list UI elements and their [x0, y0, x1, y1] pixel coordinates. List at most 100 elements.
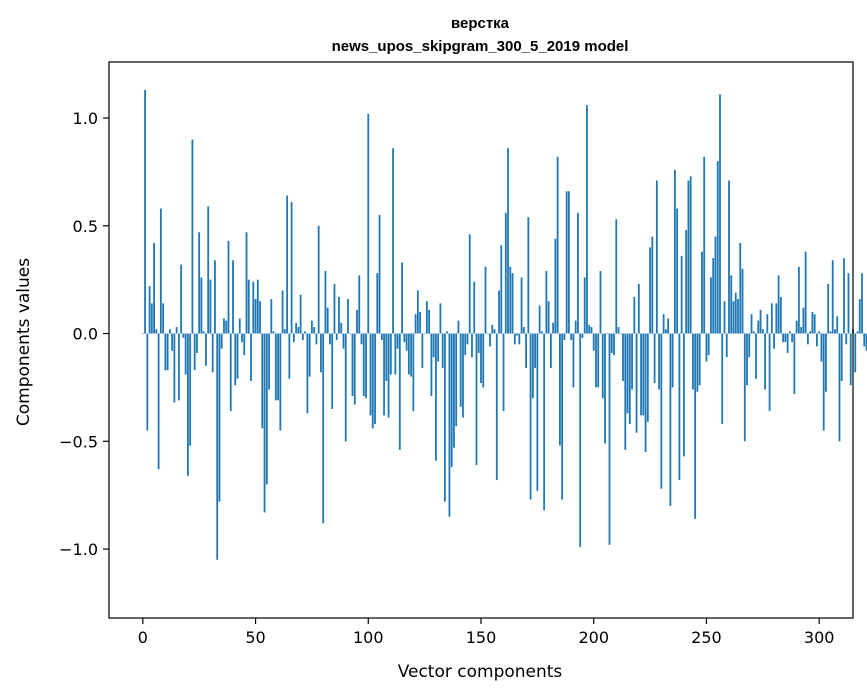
bar	[462, 333, 464, 418]
bar	[734, 292, 737, 334]
bar	[739, 243, 742, 334]
bar	[788, 331, 791, 334]
bar	[220, 333, 223, 349]
bar	[502, 333, 505, 412]
bar	[453, 333, 455, 448]
bar	[425, 301, 428, 334]
bar	[615, 219, 618, 334]
bar	[475, 333, 478, 465]
bar	[728, 180, 730, 334]
bar	[329, 333, 331, 345]
bar	[574, 320, 577, 334]
bar	[292, 333, 295, 343]
bar	[552, 322, 555, 334]
bar	[311, 320, 313, 334]
bar	[622, 333, 624, 381]
bar	[755, 333, 757, 379]
bar	[613, 333, 615, 356]
bar	[531, 333, 534, 399]
bar	[764, 333, 766, 390]
bar	[746, 333, 748, 386]
bar	[730, 275, 733, 334]
bar	[353, 333, 356, 405]
bar	[338, 296, 340, 334]
bar	[322, 333, 325, 524]
bar	[786, 333, 789, 353]
bar	[168, 329, 171, 334]
bar	[180, 264, 183, 334]
bar	[254, 299, 257, 334]
bar	[640, 333, 642, 416]
bar	[356, 309, 358, 334]
bar	[374, 333, 376, 425]
x-tick-label: 250	[691, 628, 722, 647]
x-tick-label: 0	[138, 628, 148, 647]
x-axis-label: Vector components	[398, 662, 563, 682]
bar	[209, 279, 212, 334]
bar	[619, 333, 622, 335]
y-tick-label: −1.0	[59, 540, 98, 559]
bar	[583, 277, 586, 334]
bar	[193, 333, 196, 371]
x-tick-label: 100	[353, 628, 384, 647]
bar	[579, 333, 582, 547]
bar	[671, 333, 674, 388]
bar	[288, 333, 291, 379]
bar	[200, 277, 203, 334]
bar	[811, 311, 814, 334]
bar	[202, 331, 205, 334]
bar	[205, 333, 207, 366]
bar	[540, 331, 543, 334]
bar	[155, 329, 158, 334]
bar	[344, 333, 347, 442]
bar	[545, 271, 548, 334]
bar	[446, 331, 449, 334]
bar	[556, 156, 559, 334]
y-tick-label: 1.0	[73, 109, 98, 128]
bar	[655, 180, 658, 334]
bar	[283, 329, 286, 334]
bars-group	[141, 90, 867, 560]
bar	[705, 333, 708, 362]
bar	[444, 333, 446, 502]
bar	[198, 232, 201, 334]
bar	[721, 333, 724, 425]
bar	[320, 333, 322, 373]
bar	[529, 333, 532, 500]
bar	[313, 327, 316, 334]
bar	[175, 327, 178, 334]
x-tick-label: 300	[804, 628, 835, 647]
bar	[590, 327, 593, 334]
bar	[737, 299, 739, 334]
bar	[268, 333, 270, 390]
bar	[865, 333, 867, 351]
bar	[664, 329, 667, 334]
bar	[238, 318, 241, 334]
bar	[367, 113, 370, 334]
bar	[437, 333, 440, 362]
bar	[678, 333, 681, 481]
bar	[822, 333, 825, 431]
bar	[809, 331, 812, 334]
bar	[459, 333, 462, 407]
bar	[484, 266, 487, 334]
bar	[845, 333, 848, 345]
bar	[608, 333, 611, 545]
bar	[247, 279, 250, 334]
bar	[495, 333, 498, 481]
bar	[187, 333, 189, 476]
bar	[358, 275, 361, 334]
bar	[581, 333, 584, 338]
bar	[223, 318, 225, 334]
bar	[464, 333, 467, 356]
bar	[401, 262, 403, 334]
bar	[290, 202, 293, 334]
bar	[392, 148, 394, 334]
bar	[435, 333, 437, 461]
bar	[838, 333, 841, 442]
y-tick-label: 0.5	[73, 217, 98, 236]
bar	[184, 333, 187, 375]
bar	[712, 258, 715, 334]
bar	[741, 268, 744, 334]
